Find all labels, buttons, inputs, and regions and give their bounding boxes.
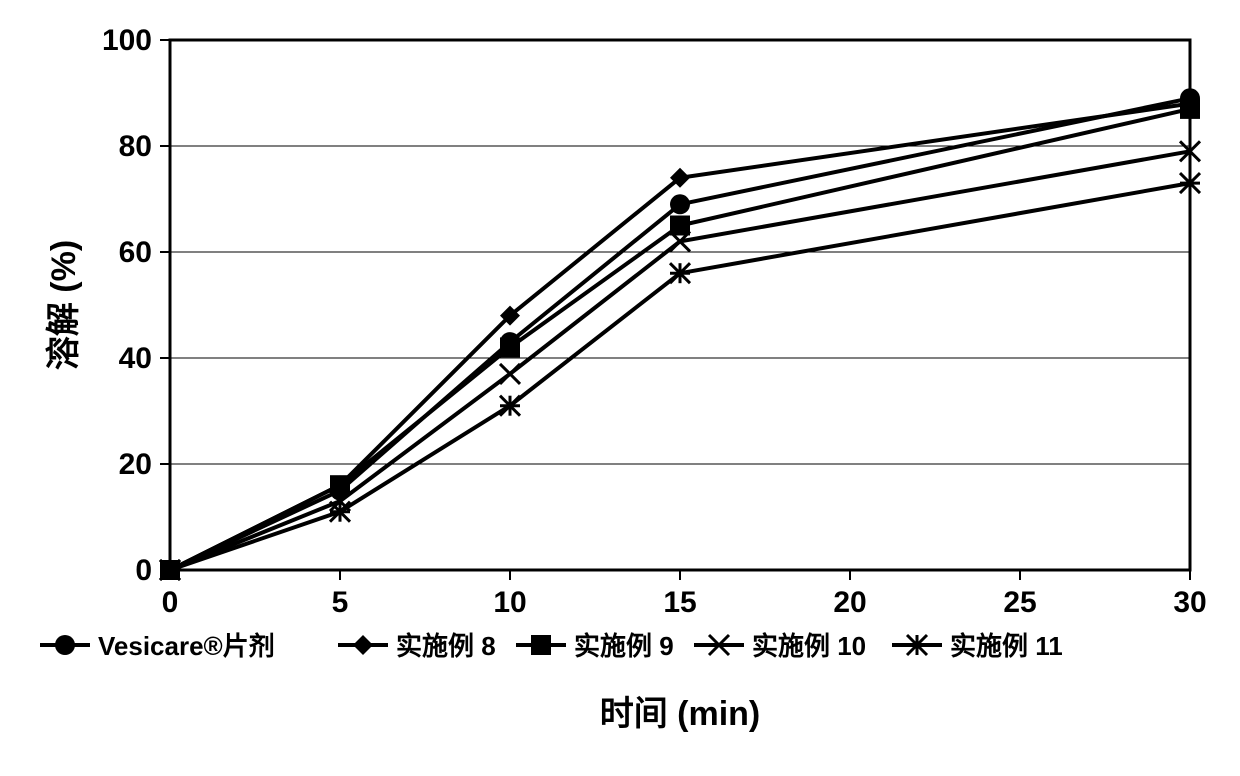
dissolution-chart: 0 20 40 60 80 100 0 5 10 15 20 25 30 溶解 (%) Vesicare®片… — [20, 20, 1220, 756]
series-diamond — [160, 94, 1200, 580]
y-tick-label: 40 — [119, 342, 152, 375]
x-axis-title: 时间 (min) — [600, 695, 761, 733]
x-tick-label: 10 — [493, 586, 526, 619]
legend-label: 实施例 10 — [752, 631, 866, 661]
legend-label: 实施例 11 — [950, 631, 1063, 661]
y-tick-label: 60 — [119, 236, 152, 269]
legend-label: 实施例 8 — [396, 631, 496, 661]
legend: Vesicare®片剂 实施例 8 实施例 9 实施例 10 实施例 11 — [40, 631, 1063, 661]
y-axis-title: 溶解 (%) — [45, 240, 83, 370]
y-tick-label: 20 — [119, 448, 152, 481]
legend-label: 实施例 9 — [574, 631, 674, 661]
y-tick-label: 100 — [102, 24, 152, 57]
y-tick-label: 80 — [119, 130, 152, 163]
x-tick-label: 5 — [332, 586, 349, 619]
legend-label: Vesicare®片剂 — [98, 631, 275, 661]
chart-svg: 0 20 40 60 80 100 0 5 10 15 20 25 30 溶解 (%) Vesicare®片… — [20, 20, 1220, 756]
y-tick-label: 0 — [135, 554, 152, 587]
x-tick-label: 0 — [162, 586, 179, 619]
series-circle — [160, 88, 1200, 580]
x-tick-label: 20 — [833, 586, 866, 619]
x-tick-label: 15 — [663, 586, 696, 619]
x-tick-label: 25 — [1003, 586, 1036, 619]
x-tick-label: 30 — [1173, 586, 1206, 619]
